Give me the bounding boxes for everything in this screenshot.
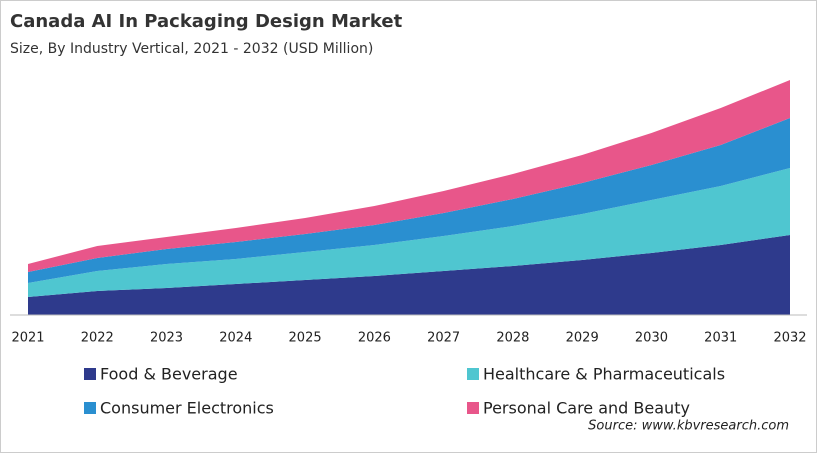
area bbox=[28, 80, 790, 272]
x-tick-label: 2025 bbox=[289, 331, 322, 346]
source: Source: www.kbvresearch.com bbox=[588, 419, 789, 434]
legend-swatch bbox=[467, 368, 479, 380]
area bbox=[28, 235, 790, 315]
x-tick-label: 2023 bbox=[150, 331, 183, 346]
legend-swatch bbox=[84, 368, 96, 380]
legend-label: Personal Care and Beauty bbox=[483, 399, 690, 418]
legend-swatch bbox=[84, 402, 96, 414]
chart-subtitle: Size, By Industry Vertical, 2021 - 2032 … bbox=[10, 41, 373, 57]
x-tick-label: 2032 bbox=[773, 331, 806, 346]
legend-swatch bbox=[467, 402, 479, 414]
x-tick-label: 2021 bbox=[11, 331, 44, 346]
x-tick-label: 2030 bbox=[635, 331, 668, 346]
legend-label: Healthcare & Pharmaceuticals bbox=[483, 365, 725, 384]
legend-label: Food & Beverage bbox=[100, 365, 238, 384]
x-tick-label: 2022 bbox=[81, 331, 114, 346]
legend-label: Consumer Electronics bbox=[100, 399, 274, 418]
x-tick-label: 2026 bbox=[358, 331, 391, 346]
x-tick-label: 2029 bbox=[566, 331, 599, 346]
area bbox=[28, 168, 790, 297]
x-tick-label: 2024 bbox=[219, 331, 252, 346]
area bbox=[28, 118, 790, 283]
x-tick-label: 2028 bbox=[496, 331, 529, 346]
x-tick-label: 2027 bbox=[427, 331, 460, 346]
chart-title: Canada AI In Packaging Design Market bbox=[10, 11, 403, 32]
x-tick-label: 2031 bbox=[704, 331, 737, 346]
